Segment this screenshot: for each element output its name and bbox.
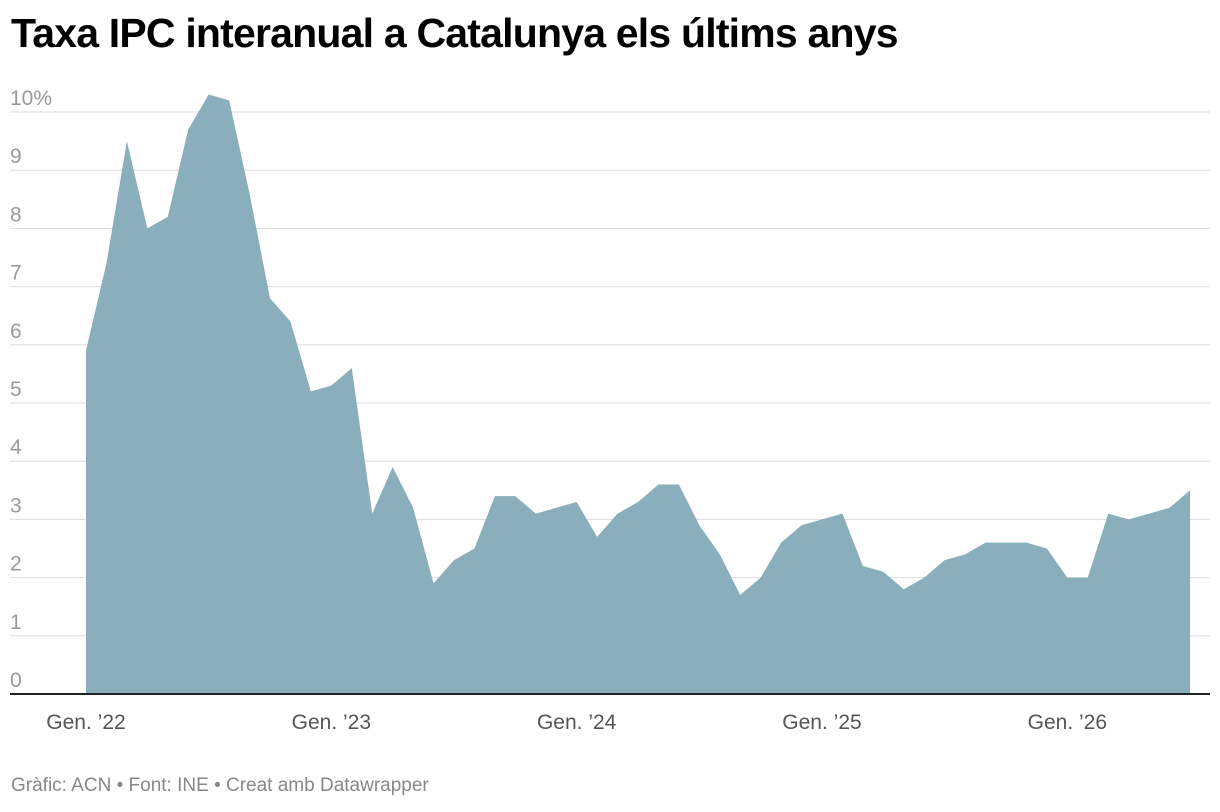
data-point-40 bbox=[902, 587, 906, 591]
data-point-29 bbox=[677, 482, 681, 486]
x-tick-label-4: Gen. ’26 bbox=[1028, 711, 1107, 734]
footer-separator: • bbox=[116, 775, 124, 796]
data-point-54 bbox=[1188, 488, 1192, 492]
data-point-3 bbox=[145, 226, 149, 230]
data-point-6 bbox=[207, 93, 211, 97]
data-point-10 bbox=[288, 320, 292, 324]
data-point-19 bbox=[472, 547, 476, 551]
x-tick-label-1: Gen. ’23 bbox=[292, 711, 371, 734]
chart-footer: Gràfic: ACN • Font: INE • Creat amb Data… bbox=[11, 775, 429, 797]
data-point-23 bbox=[554, 506, 558, 510]
data-point-33 bbox=[759, 576, 763, 580]
data-point-14 bbox=[370, 512, 374, 516]
data-point-52 bbox=[1147, 512, 1151, 516]
data-point-11 bbox=[309, 389, 313, 393]
data-point-0 bbox=[84, 349, 88, 353]
chart-credit: Gràfic: ACN bbox=[11, 775, 112, 796]
chart-title: Taxa IPC interanual a Catalunya els últi… bbox=[11, 10, 899, 56]
data-point-48 bbox=[1065, 576, 1069, 580]
data-point-30 bbox=[697, 523, 701, 527]
data-point-37 bbox=[840, 512, 844, 516]
data-point-42 bbox=[943, 558, 947, 562]
data-point-20 bbox=[493, 494, 497, 498]
y-tick-label-7: 7 bbox=[10, 262, 22, 285]
data-point-32 bbox=[738, 593, 742, 597]
data-point-46 bbox=[1024, 541, 1028, 545]
data-point-50 bbox=[1106, 512, 1110, 516]
data-point-15 bbox=[391, 465, 395, 469]
data-point-39 bbox=[881, 570, 885, 574]
data-point-41 bbox=[922, 576, 926, 580]
data-source: Font: INE bbox=[128, 775, 209, 796]
data-point-4 bbox=[166, 215, 170, 219]
data-point-25 bbox=[595, 535, 599, 539]
y-axis-tick-labels: 10% 9 8 7 6 5 4 3 2 1 0 bbox=[10, 87, 52, 692]
data-point-21 bbox=[513, 494, 517, 498]
y-tick-label-3: 3 bbox=[10, 494, 22, 517]
datawrapper-credit: Creat amb Datawrapper bbox=[226, 775, 429, 796]
y-tick-label-6: 6 bbox=[10, 320, 22, 343]
data-point-16 bbox=[411, 506, 415, 510]
data-point-18 bbox=[452, 558, 456, 562]
y-tick-label-10: 10% bbox=[10, 87, 52, 110]
data-point-26 bbox=[616, 512, 620, 516]
y-tick-label-2: 2 bbox=[10, 553, 22, 576]
x-tick-label-2: Gen. ’24 bbox=[537, 711, 617, 734]
data-point-13 bbox=[350, 366, 354, 370]
series-area bbox=[84, 93, 1192, 695]
data-point-53 bbox=[1168, 506, 1172, 510]
data-point-34 bbox=[779, 541, 783, 545]
x-tick-label-3: Gen. ’25 bbox=[782, 711, 861, 734]
x-axis-tick-labels: Gen. ’22 Gen. ’23 Gen. ’24 Gen. ’25 Gen. ’26 bbox=[46, 711, 1107, 734]
data-point-49 bbox=[1086, 576, 1090, 580]
data-point-22 bbox=[534, 512, 538, 516]
data-point-35 bbox=[800, 523, 804, 527]
data-point-45 bbox=[1004, 541, 1008, 545]
data-point-5 bbox=[186, 127, 190, 131]
y-tick-label-4: 4 bbox=[10, 436, 22, 459]
data-point-12 bbox=[329, 384, 333, 388]
data-point-17 bbox=[432, 581, 436, 585]
data-point-51 bbox=[1127, 517, 1131, 521]
y-tick-label-5: 5 bbox=[10, 378, 22, 401]
data-point-28 bbox=[656, 482, 660, 486]
y-tick-label-1: 1 bbox=[10, 611, 22, 634]
ipc-area bbox=[86, 94, 1190, 695]
data-point-36 bbox=[820, 517, 824, 521]
data-point-44 bbox=[984, 541, 988, 545]
data-point-8 bbox=[248, 191, 252, 195]
data-point-38 bbox=[861, 564, 865, 568]
y-tick-label-8: 8 bbox=[10, 203, 22, 226]
data-point-9 bbox=[268, 296, 272, 300]
data-point-7 bbox=[227, 98, 231, 102]
y-tick-label-9: 9 bbox=[10, 145, 22, 168]
data-point-24 bbox=[575, 500, 579, 504]
data-point-2 bbox=[125, 139, 129, 143]
data-point-47 bbox=[1045, 547, 1049, 551]
data-point-31 bbox=[718, 552, 722, 556]
data-point-27 bbox=[636, 500, 640, 504]
data-point-1 bbox=[104, 261, 108, 265]
y-tick-label-0: 0 bbox=[10, 669, 22, 692]
footer-separator: • bbox=[214, 775, 221, 796]
data-point-43 bbox=[963, 552, 967, 556]
x-tick-label-0: Gen. ’22 bbox=[46, 711, 125, 734]
